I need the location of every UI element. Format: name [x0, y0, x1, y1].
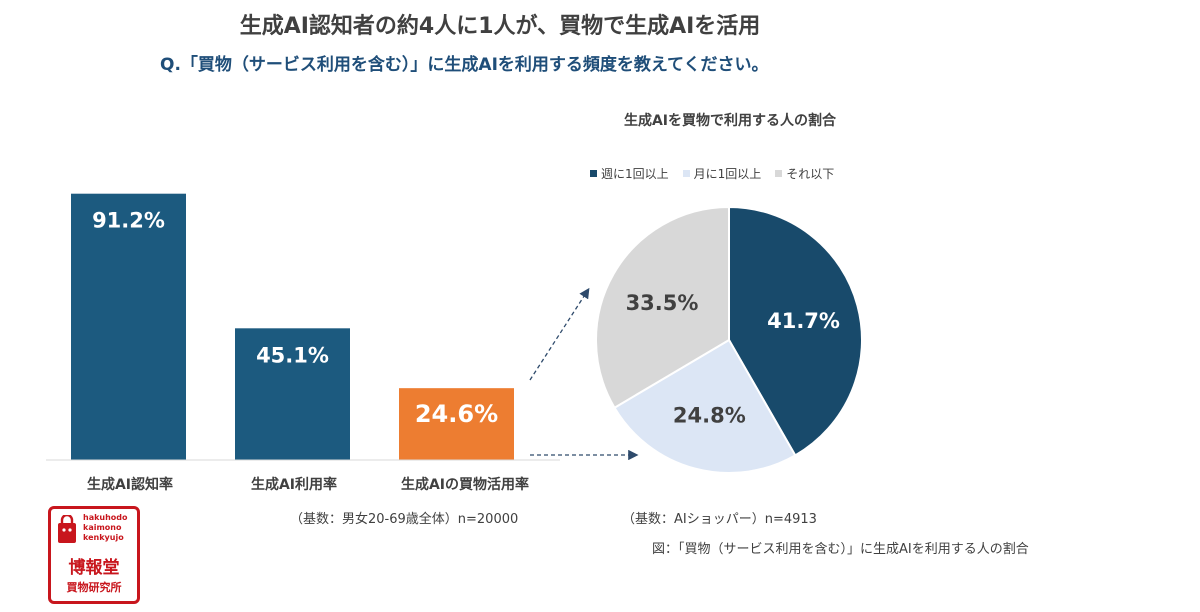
bar-usage: [235, 328, 350, 460]
legend-swatch-weekly: [590, 170, 597, 177]
legend-swatch-less: [775, 170, 783, 177]
pie-slice-weekly: [728, 205, 863, 457]
logo-subtitle: 買物研究所: [66, 581, 122, 594]
logo-line-2: kaimono: [83, 523, 122, 532]
logo-line-1: hakuhodo: [83, 513, 128, 522]
shopping-bag-icon: [58, 515, 76, 543]
survey-question: Q.「買物（サービス利用を含む）」に生成AIを利用する頻度を教えてください。: [160, 55, 769, 75]
legend-swatch-monthly: [682, 170, 690, 177]
bar-shopping: [399, 388, 514, 460]
connector-arrows: [529, 287, 639, 461]
legend-item-monthly: 月に1回以上: [682, 165, 762, 182]
pie-base-note: （基数：AIショッパー）n=4913: [622, 512, 817, 527]
logo-line-3: kenkyujo: [83, 533, 124, 542]
legend-label-monthly: 月に1回以上: [693, 167, 762, 181]
bar-chart: 91.2% 45.1% 24.6%: [71, 193, 514, 461]
legend-label-weekly: 週に1回以上: [601, 167, 669, 181]
legend-item-weekly: 週に1回以上: [590, 165, 669, 182]
bar-category-label-usage: 生成AI利用率: [250, 477, 338, 493]
figure-caption: 図：「買物（サービス利用を含む）」に生成AIを利用する人の割合: [652, 542, 1029, 557]
bar-value-label-awareness: 91.2%: [92, 209, 165, 233]
pie-slice-monthly: [613, 338, 797, 474]
pie-value-label-monthly: 24.8%: [673, 404, 746, 428]
pie-legend: 週に1回以上 月に1回以上 それ以下: [590, 165, 834, 182]
legend-item-less: それ以下: [775, 165, 834, 182]
arrow-upper: [529, 287, 590, 381]
bar-awareness: [71, 193, 186, 461]
bar-base-note: （基数：男女20-69歳全体）n=20000: [290, 512, 519, 527]
logo-text-roman: hakuhodo kaimono kenkyujo: [83, 513, 128, 543]
bar-value-label-usage: 45.1%: [256, 343, 329, 367]
pie-value-label-weekly: 41.7%: [767, 309, 840, 333]
pie-chart: 41.7% 24.8% 33.5%: [595, 205, 863, 474]
pie-title: 生成AIを買物で利用する人の割合: [623, 113, 837, 129]
legend-label-less: それ以下: [786, 167, 835, 181]
pie-value-label-less: 33.5%: [626, 291, 699, 315]
pie-slice-less: [595, 205, 730, 410]
bar-category-label-shopping: 生成AIの買物活用率: [400, 477, 530, 493]
page-title: 生成AI認知者の約4人に1人が、買物で生成AIを活用: [239, 14, 761, 39]
logo-name: 博報堂: [68, 558, 120, 578]
bar-value-label-shopping: 24.6%: [415, 400, 498, 428]
hakuhodo-logo: hakuhodo kaimono kenkyujo 博報堂 買物研究所: [48, 506, 140, 604]
bar-category-label-awareness: 生成AI認知率: [86, 477, 174, 493]
